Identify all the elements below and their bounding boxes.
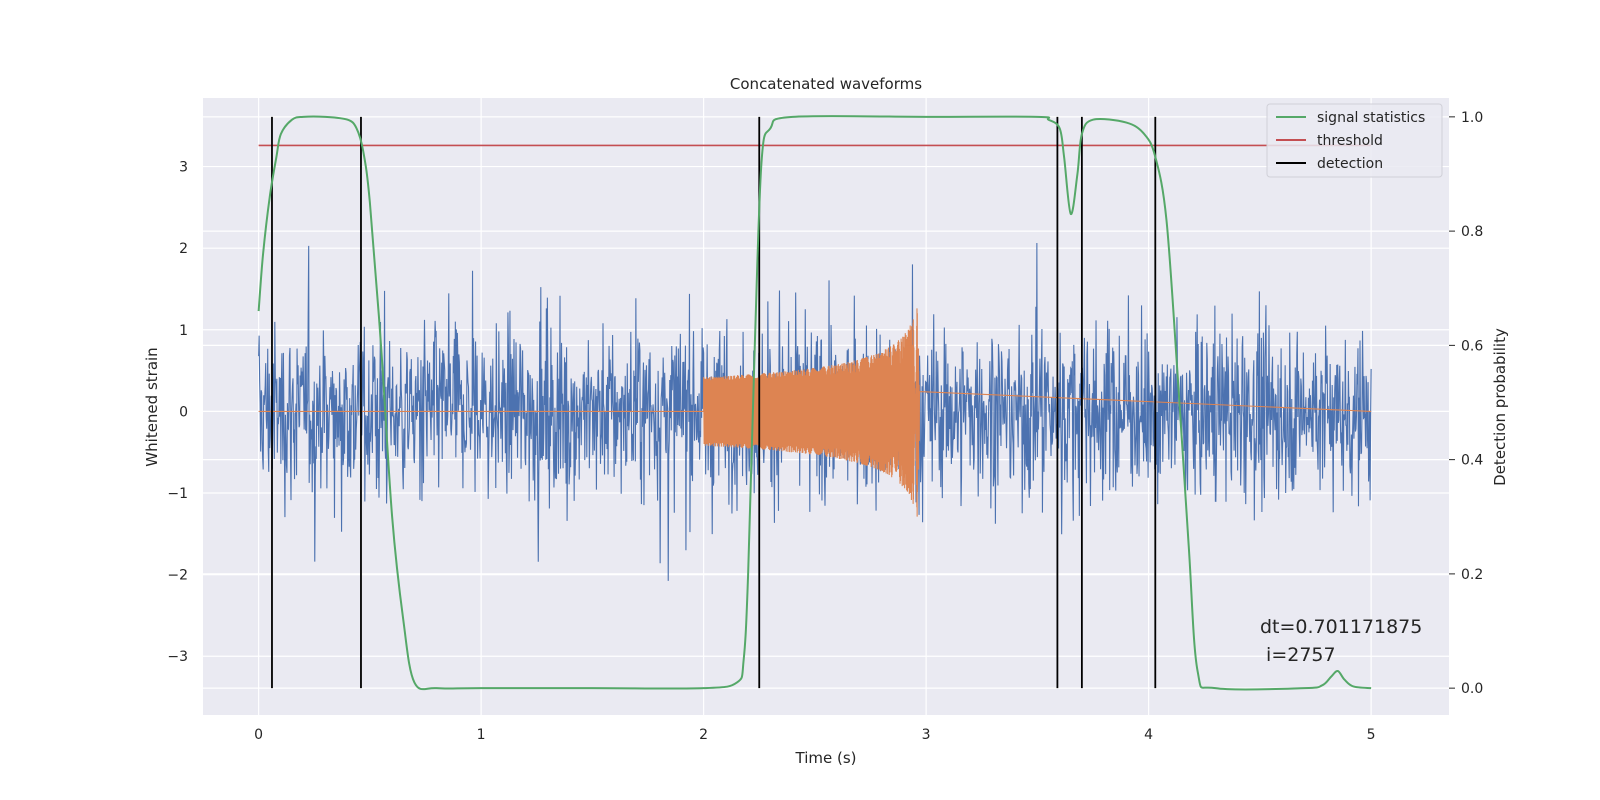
legend-label-detection: detection [1317, 156, 1383, 172]
annotation-dt: dt=0.701171875 [1260, 616, 1422, 638]
y2-tick-label: 0.6 [1461, 338, 1483, 354]
legend-label-threshold: threshold [1317, 133, 1383, 149]
line-series [257, 115, 1372, 691]
y-tick-label: 1 [179, 323, 188, 339]
y2-tick-label: 0.4 [1461, 453, 1483, 469]
y2-tick-label: 0.0 [1461, 681, 1483, 697]
chart-title: Concatenated waveforms [730, 75, 922, 93]
y2-tick-label: 1.0 [1461, 110, 1483, 126]
y-tick-label: −1 [167, 486, 188, 502]
y2-axis-label: Detection probability [1491, 328, 1509, 486]
y-tick-label: 2 [179, 241, 188, 257]
legend: signal statistics threshold detection [1266, 103, 1443, 178]
x-tick-label: 0 [254, 727, 263, 743]
y-axis-label: Whitened strain [143, 347, 161, 466]
y2-tick-label: 0.2 [1461, 567, 1483, 583]
signal-statistics-line [257, 115, 1372, 691]
ticks: 0 1 2 3 4 5 −3 −2 −1 0 1 2 3 0.0 0.2 0.4 0.6 0.8 1.0 [167, 110, 1483, 743]
x-tick-label: 2 [699, 727, 708, 743]
chirp-series [258, 308, 1372, 517]
y2-tick-label: 0.8 [1461, 224, 1483, 240]
x-tick-label: 5 [1367, 727, 1376, 743]
y-tick-label: 3 [179, 160, 188, 176]
y-tick-label: −2 [167, 568, 188, 584]
chirp-waveform [258, 308, 1372, 517]
x-tick-label: 3 [922, 727, 931, 743]
noise-series [258, 242, 1372, 581]
legend-box [1266, 103, 1443, 178]
noise-waveform [258, 242, 1372, 581]
x-axis-label: Time (s) [795, 749, 857, 767]
y-tick-label: −3 [167, 649, 188, 665]
legend-label-signal: signal statistics [1317, 110, 1425, 126]
annotation-i: i=2757 [1260, 644, 1336, 666]
y-tick-label: 0 [179, 404, 188, 420]
x-tick-label: 4 [1144, 727, 1153, 743]
x-tick-label: 1 [477, 727, 486, 743]
